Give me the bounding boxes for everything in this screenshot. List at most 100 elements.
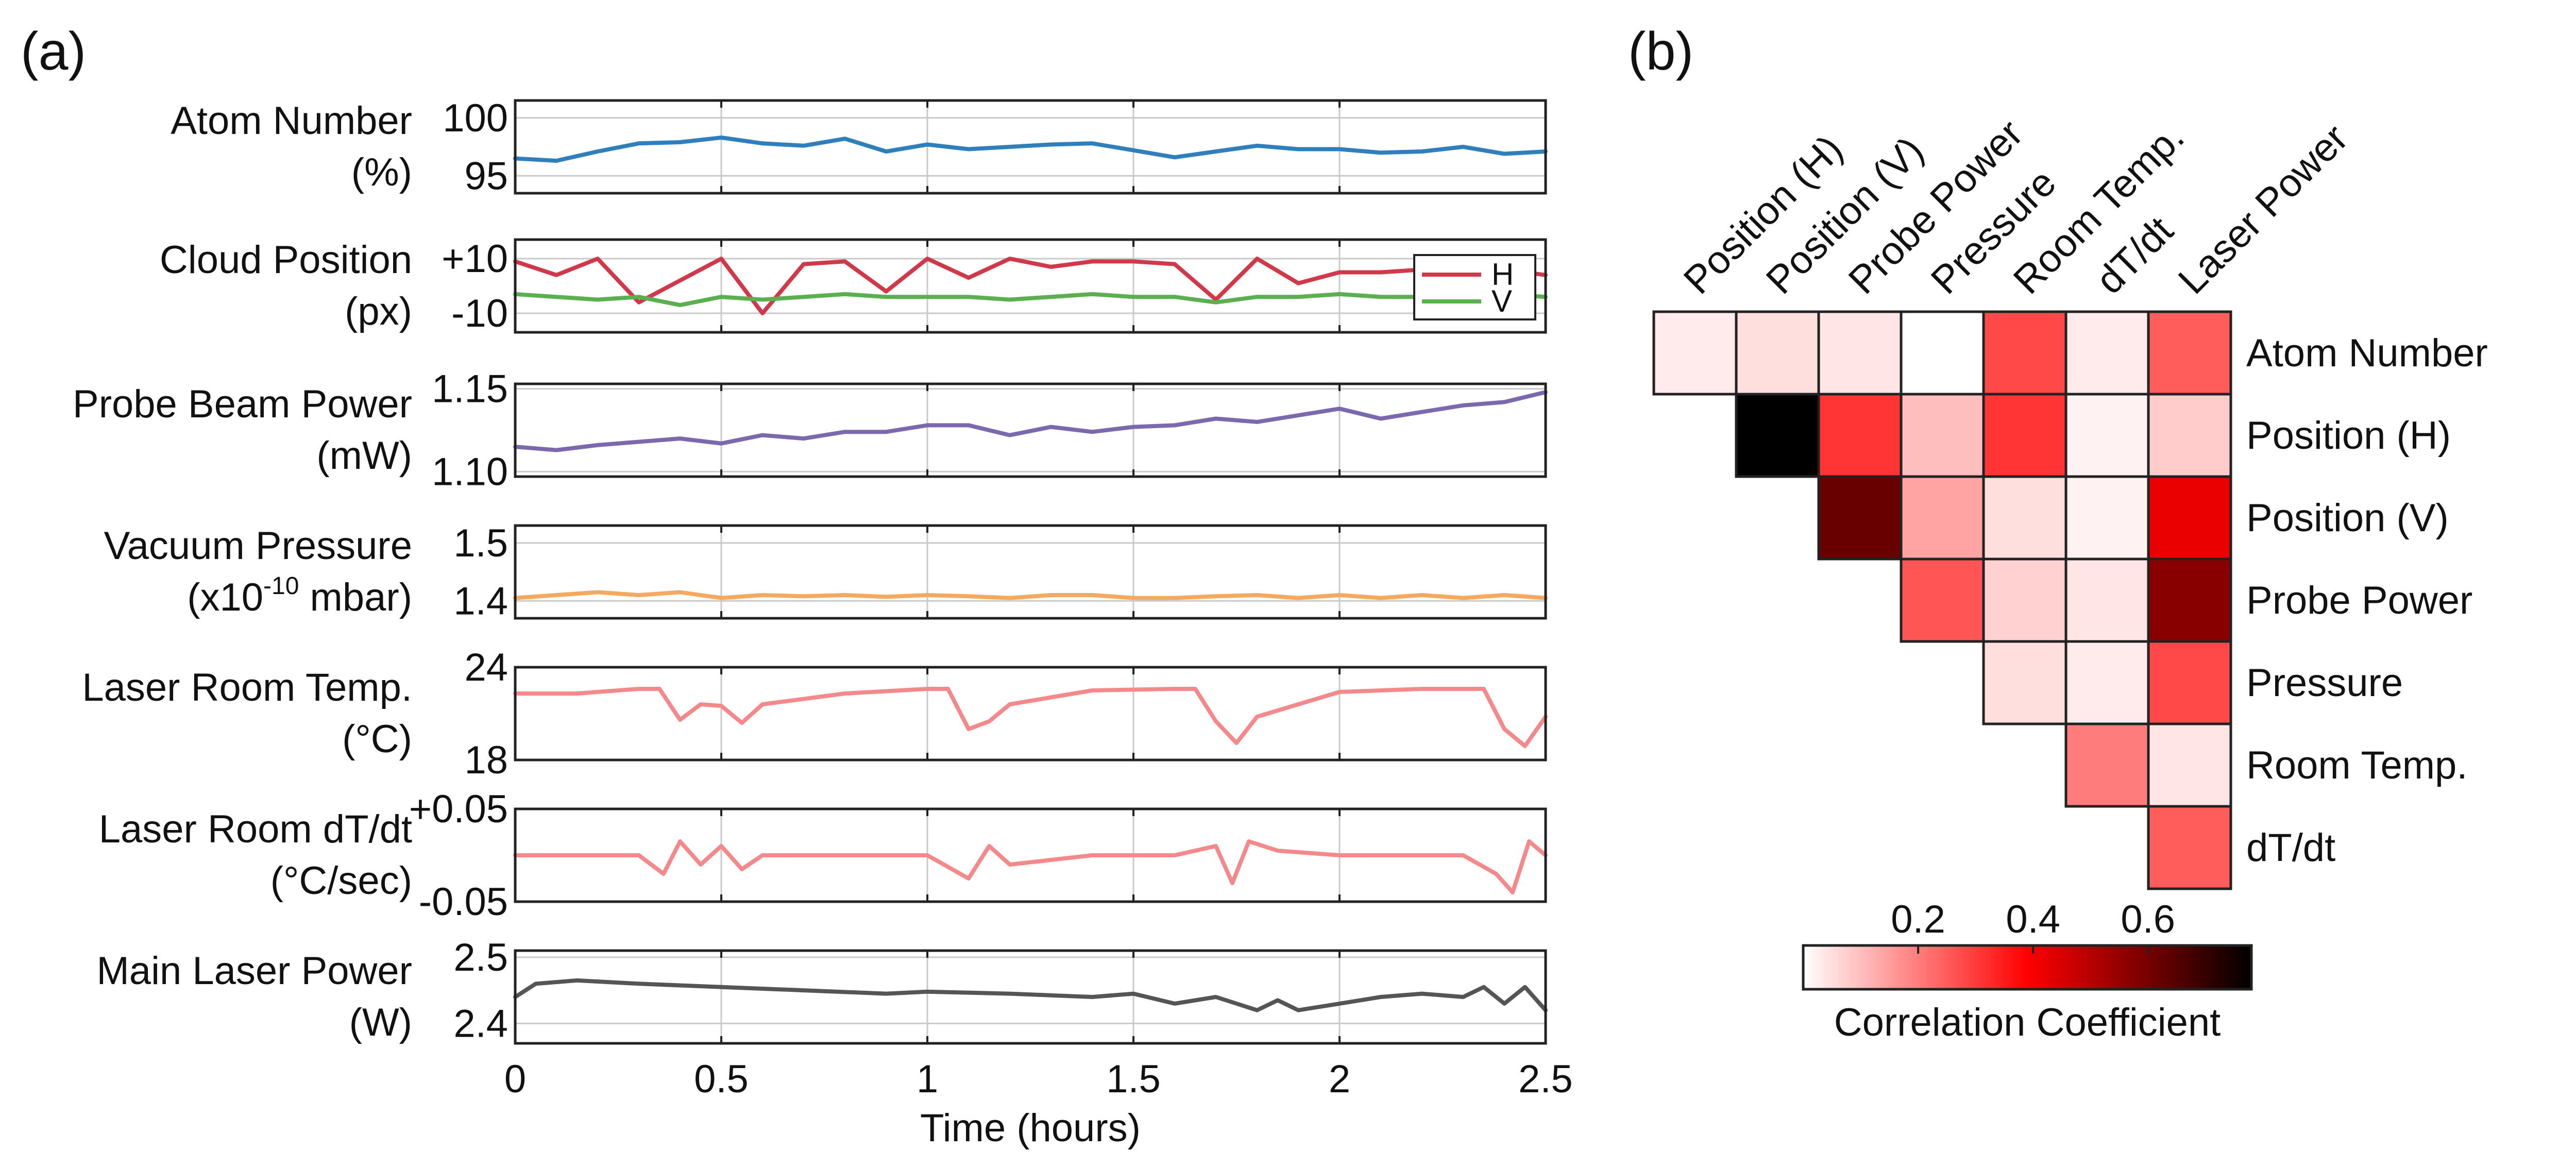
subplot-cloud-position: -10 +10 Cloud Position (px) HV: [160, 237, 1548, 335]
y-tick-label: 18: [464, 738, 508, 782]
heatmap-row-label: Atom Number: [2246, 331, 2488, 375]
axes-frame: [514, 238, 1547, 334]
heatmap-row-label: Pressure: [2246, 661, 2403, 705]
heatmap-cell: [2064, 393, 2150, 478]
heatmap-column-label: Laser Power: [2170, 116, 2357, 302]
y-tick-label: 1.5: [453, 521, 508, 565]
colorbar-tick-label: 0.2: [1891, 898, 1945, 941]
series-line-atom-number: [513, 136, 1548, 163]
heatmap-row-label: Room Temp.: [2246, 743, 2467, 787]
x-tick-label: 2: [1329, 1057, 1350, 1101]
y-tick-label: 24: [464, 646, 508, 689]
y-axis-label-part: (x10: [187, 576, 263, 619]
axes-frame: [514, 382, 1547, 478]
heatmap-cell: [1735, 393, 1820, 478]
heatmap-cell: [1982, 310, 2067, 396]
heatmap-cell: [2147, 557, 2232, 643]
y-tick-label: -0.05: [419, 880, 508, 924]
heatmap-cell: [1652, 310, 1738, 396]
heatmap-cell: [2147, 722, 2232, 808]
heatmap-row-label: Probe Power: [2246, 579, 2472, 622]
heatmap-cell: [1982, 640, 2067, 725]
axes-frame: [514, 949, 1547, 1045]
y-tick-label: 1.10: [432, 450, 508, 494]
heatmap-row-label: Position (V): [2246, 496, 2449, 540]
panel-a-label: (a): [21, 22, 86, 81]
y-tick-label: 2.4: [453, 1002, 508, 1045]
series-line-main-laser-power: [513, 978, 1548, 1012]
subplot-probe-power: 1.10 1.15 Probe Beam Power (mW): [73, 367, 1548, 494]
y-axis-label-line2: (°C/sec): [270, 859, 412, 903]
y-axis-label-part: mbar): [299, 576, 412, 619]
colorbar-label: Correlation Coefficient: [1834, 1001, 2221, 1044]
series-line-vacuum-pressure: [513, 590, 1548, 600]
panel-b-label: (b): [1628, 22, 1693, 81]
heatmap-cell: [2147, 310, 2232, 396]
y-axis-label-superscript: -10: [263, 572, 299, 600]
y-axis-label-line2: (%): [351, 150, 412, 194]
y-axis-label-line2: (W): [349, 1001, 412, 1044]
panel-b-correlation-heatmap: Atom Number Position (H) Position (V) Probe…: [1652, 111, 2488, 1044]
heatmap-cell: [2064, 722, 2150, 808]
heatmap-cell: [1817, 475, 1903, 561]
legend-label-h: H: [1492, 257, 1514, 292]
heatmap-cell: [1982, 393, 2067, 478]
y-tick-label: +10: [442, 237, 508, 281]
y-axis-label-line2: (mW): [316, 434, 412, 478]
heatmap-cell: [1982, 475, 2067, 561]
legend-label-v: V: [1492, 284, 1512, 318]
heatmap-cell: [1982, 557, 2067, 643]
x-tick-label: 1.5: [1106, 1057, 1161, 1101]
heatmap-cell: [2147, 475, 2232, 561]
y-axis-label-line1: Vacuum Pressure: [104, 524, 412, 568]
heatmap-cell: [2147, 640, 2232, 725]
heatmap-cell: [2064, 557, 2150, 643]
colorbar-tick-label: 0.4: [2006, 898, 2060, 941]
panel-a-timeseries: 95 100 Atom Number (%) -10 +10 Cloud Position (…: [73, 96, 1573, 1150]
heatmap-cell: [1900, 393, 1985, 478]
x-tick-label: 0: [504, 1057, 526, 1101]
subplot-room-temp: 18 24 Laser Room Temp. (°C): [82, 646, 1548, 782]
y-axis-label-line2: (°C): [342, 717, 412, 761]
axes-frame: [514, 524, 1547, 620]
y-tick-label: 95: [464, 154, 508, 198]
series-line-v: [513, 292, 1548, 308]
y-axis-label-line1: Cloud Position: [160, 238, 412, 282]
subplot-laser-power: 2.4 2.5 Main Laser Power (W): [97, 936, 1548, 1045]
y-axis-label-line1: Laser Room dT/dt: [99, 807, 412, 851]
y-axis-label-line1: Main Laser Power: [97, 949, 413, 993]
legend: HV: [1413, 254, 1536, 320]
legend-box: [1413, 254, 1536, 320]
heatmap-cell: [1900, 310, 1985, 396]
heatmap-cell: [2064, 640, 2150, 725]
heatmap-cell: [2064, 310, 2150, 396]
colorbar-tick-label: 0.6: [2121, 898, 2175, 941]
y-axis-label-line1: Laser Room Temp.: [82, 666, 412, 709]
y-axis-label-line2: (px): [345, 290, 412, 333]
subplot-atom-number: 95 100 Atom Number (%): [171, 96, 1548, 198]
y-tick-label: +0.05: [409, 787, 508, 831]
y-axis-label-line2: (x10-10 mbar): [187, 572, 412, 619]
series-line-laser-room-dt-dt: [513, 839, 1548, 894]
heatmap-cell: [2147, 805, 2232, 890]
heatmap-cell: [1900, 475, 1985, 561]
heatmap-cell: [2064, 475, 2150, 561]
x-tick-label: 1: [917, 1057, 938, 1101]
series-line-laser-room-temp-: [513, 687, 1548, 748]
axes-frame: [514, 666, 1547, 762]
colorbar: [1802, 944, 2253, 991]
heatmap-row-label: Position (H): [2246, 414, 2451, 458]
y-tick-label: 2.5: [453, 936, 508, 979]
y-tick-label: 100: [443, 96, 508, 140]
y-axis-label-line1: Atom Number: [171, 99, 412, 143]
heatmap-cell: [1817, 310, 1903, 396]
heatmap-cell: [1817, 393, 1903, 478]
y-tick-label: 1.4: [453, 579, 508, 623]
series-line-h: [513, 257, 1548, 315]
axes-frame: [514, 807, 1547, 903]
x-axis-label: Time (hours): [920, 1106, 1141, 1150]
heatmap-cell: [1735, 310, 1820, 396]
